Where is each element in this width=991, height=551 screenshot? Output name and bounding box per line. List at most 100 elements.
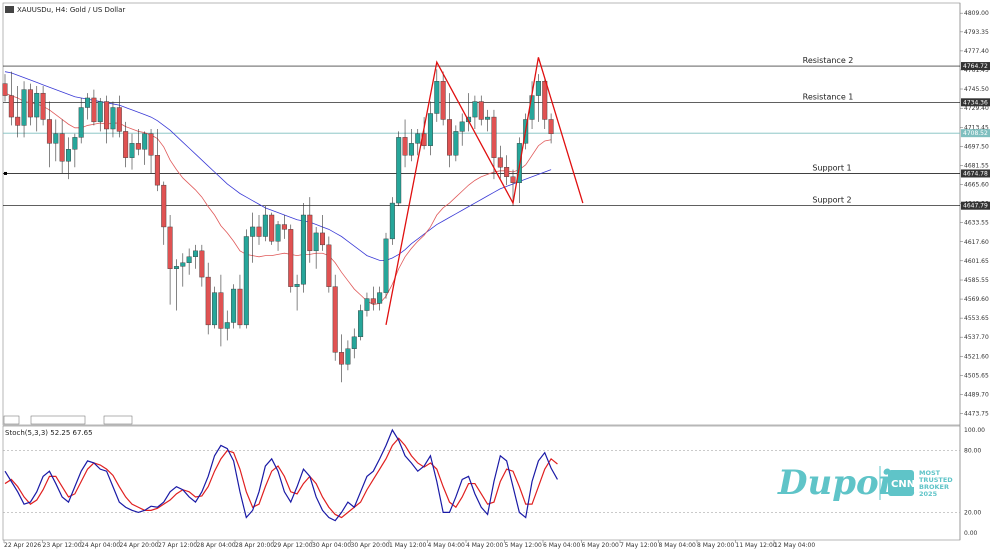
price-tick-label: 4569.60 xyxy=(964,296,989,303)
time-tick-label: 4 May 04:00 xyxy=(428,542,466,549)
candle xyxy=(15,86,21,138)
candle xyxy=(53,119,59,162)
price-tick-label: 4489.70 xyxy=(964,392,989,399)
time-tick-label: 30 Apr 20:00 xyxy=(351,542,390,549)
price-tick-label: 4681.55 xyxy=(964,162,989,169)
candle xyxy=(459,113,465,146)
level-price-tag xyxy=(961,169,990,178)
zigzag-trendline xyxy=(385,57,584,325)
time-tick-label: 8 May 04:00 xyxy=(659,542,697,549)
level-name-label: Support 2 xyxy=(812,196,851,205)
candle xyxy=(212,286,218,329)
time-tick-label: 5 May 12:00 xyxy=(505,542,543,549)
price-tick-label: 4521.60 xyxy=(964,353,989,360)
candle xyxy=(2,74,8,102)
stoch-tick-label: 100.00 xyxy=(964,427,985,434)
candle xyxy=(377,286,383,311)
candle xyxy=(326,236,332,293)
candle xyxy=(358,304,364,341)
level-name-label: Resistance 1 xyxy=(803,92,854,101)
candle xyxy=(434,69,440,122)
time-tick-label: 6 May 20:00 xyxy=(582,542,620,549)
price-axis: 4809.00 4793.35 4777.40 4761.45 4745.50 4729.… xyxy=(960,10,989,418)
price-tick-label: 4713.45 xyxy=(964,124,989,131)
candle xyxy=(192,244,198,269)
price-tick-label: 4697.50 xyxy=(964,143,989,150)
price-tick-label: 4553.65 xyxy=(964,315,989,322)
candle xyxy=(231,284,237,329)
time-tick-label: 27 Apr 12:00 xyxy=(158,542,197,549)
candle xyxy=(59,119,65,174)
candle xyxy=(300,203,306,293)
stoch-k-line xyxy=(4,428,558,522)
price-tick-label: 4665.60 xyxy=(964,181,989,188)
candle xyxy=(307,197,313,263)
candle xyxy=(161,181,167,245)
stoch-tick-label: 0.00 xyxy=(964,530,978,537)
candle xyxy=(364,292,370,317)
price-tick-label: 4585.55 xyxy=(964,277,989,284)
candle xyxy=(173,259,179,311)
time-axis: 22 Apr 2026 23 Apr 12:00 24 Apr 04:00 24 Ap… xyxy=(3,540,815,549)
price-tick-label: 4745.50 xyxy=(964,86,989,93)
level-price-tag xyxy=(961,62,990,71)
candle xyxy=(199,244,205,287)
candle xyxy=(8,71,14,126)
candle xyxy=(85,93,91,120)
chart-type-icon[interactable] xyxy=(5,6,14,13)
candle xyxy=(262,205,268,242)
tagline-line-1: MOST xyxy=(919,469,941,477)
candle xyxy=(427,101,433,156)
price-tick-label: 4505.65 xyxy=(964,372,989,379)
level-price-tag-text: 4764.72 xyxy=(963,63,988,70)
time-tick-label: 22 Apr 2026 xyxy=(4,542,41,549)
stoch-tick-label: 20.00 xyxy=(964,509,981,516)
time-boxes xyxy=(3,415,133,425)
candle xyxy=(339,334,345,383)
candle xyxy=(123,121,129,168)
price-tick-label: 4729.40 xyxy=(964,105,989,112)
candle xyxy=(250,212,256,263)
price-tick-label: 4777.40 xyxy=(964,48,989,55)
symbol-label: XAUUSDu, H4: Gold / US Dollar xyxy=(17,6,125,14)
candle xyxy=(72,133,78,168)
candle xyxy=(97,97,103,132)
candle xyxy=(440,71,446,126)
time-tick-label: 11 May 12:00 xyxy=(736,542,777,549)
candle xyxy=(383,232,389,299)
time-tick-label: 8 May 20:00 xyxy=(697,542,735,549)
time-tick-label: 23 Apr 12:00 xyxy=(43,542,82,549)
candle xyxy=(237,274,243,329)
candle xyxy=(542,77,548,130)
time-tick-label: 12 May 04:00 xyxy=(774,542,815,549)
candle xyxy=(34,86,40,132)
price-tick-label: 4761.45 xyxy=(964,67,989,74)
time-tick-label: 6 May 04:00 xyxy=(543,542,581,549)
candle xyxy=(154,129,160,192)
candle xyxy=(472,95,478,130)
time-tick-label: 4 May 20:00 xyxy=(466,542,504,549)
tagline-line-2: TRUSTED xyxy=(919,476,953,484)
candle xyxy=(40,86,46,126)
candle xyxy=(142,131,148,165)
candle xyxy=(345,340,351,371)
level-price-tag-text: 4674.78 xyxy=(963,170,988,177)
level-price-tag xyxy=(961,201,990,210)
candle xyxy=(269,212,275,245)
candle xyxy=(466,93,472,132)
stoch-d-line xyxy=(4,437,558,519)
candle xyxy=(351,328,357,359)
candle xyxy=(186,248,192,275)
level-price-tag xyxy=(961,129,990,138)
candle xyxy=(370,286,376,311)
price-tick-label: 4601.65 xyxy=(964,258,989,265)
candle xyxy=(294,274,300,311)
candle xyxy=(447,93,453,168)
time-tick-label: 28 Apr 04:00 xyxy=(197,542,236,549)
time-tick-label: 29 Apr 12:00 xyxy=(274,542,313,549)
candlestick-series xyxy=(2,69,554,383)
level-price-tag-text: 4708.52 xyxy=(963,130,988,137)
candle xyxy=(415,129,421,156)
candle xyxy=(281,215,287,239)
